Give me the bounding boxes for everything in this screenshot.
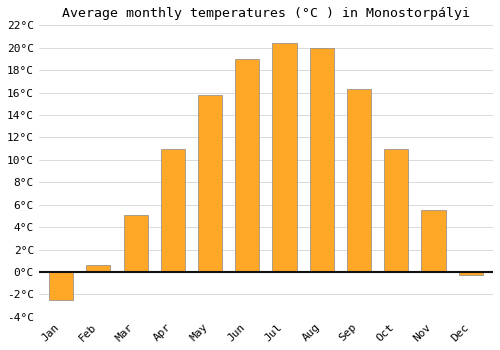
Bar (310, 48, 334, 272)
Bar (86, 265, 110, 272)
Bar (422, 210, 446, 272)
Bar (384, 149, 408, 272)
Bar (198, 95, 222, 272)
Bar (235, 59, 260, 272)
Bar (272, 43, 296, 272)
Title: Average monthly temperatures (°C ) in Monostorpályi: Average monthly temperatures (°C ) in Mo… (62, 7, 470, 20)
Bar (49, 272, 73, 300)
Bar (347, 89, 371, 272)
Bar (124, 215, 148, 272)
Bar (458, 272, 483, 275)
Bar (160, 149, 185, 272)
